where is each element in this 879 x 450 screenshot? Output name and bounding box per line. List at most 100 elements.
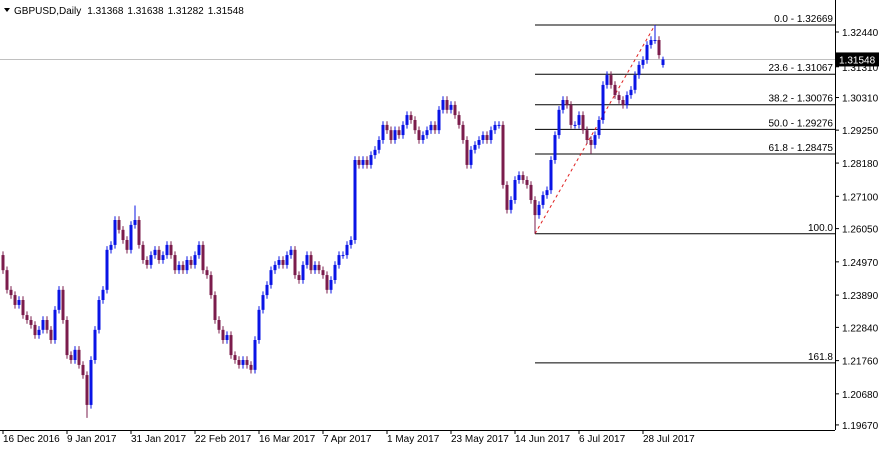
y-tick-label: 1.26050 [842, 225, 879, 236]
candle-body [561, 100, 565, 110]
candle-body [549, 160, 553, 191]
candle-body [157, 249, 161, 260]
candle-body [277, 260, 281, 265]
candle-body [65, 320, 69, 356]
candle-body [625, 95, 629, 105]
candle-body [421, 135, 425, 140]
candle-body [253, 340, 257, 370]
x-tick-label: 22 Feb 2017 [195, 434, 252, 445]
x-tick-label: 16 Dec 2016 [3, 434, 60, 445]
candle-body [393, 130, 397, 140]
candle-body [125, 240, 129, 250]
candle-body [121, 229, 125, 240]
candle-body [661, 59, 665, 65]
candle-body [557, 109, 561, 136]
candle-body [585, 130, 589, 140]
candle-body [529, 184, 533, 200]
candle-body [353, 160, 357, 240]
fib-label: 38.2 - 1.30076 [769, 94, 834, 105]
candle-body [361, 160, 365, 165]
candle-body [485, 135, 489, 140]
candle-body [169, 244, 173, 256]
symbol: GBPUSD,Daily [14, 6, 81, 17]
candle-body [441, 100, 445, 110]
candle-body [593, 135, 597, 145]
candle-body [373, 149, 377, 156]
candle-body [109, 244, 113, 250]
candle-body [657, 40, 661, 56]
candle-body [445, 100, 449, 110]
candle-body [337, 255, 341, 265]
candle-body [613, 84, 617, 96]
candle-body [465, 140, 469, 165]
candle-body [305, 255, 309, 265]
candle-body [389, 130, 393, 140]
candle-body [5, 270, 9, 290]
candle-body [397, 130, 401, 136]
chart-header: GBPUSD,Daily 1.31368 1.31638 1.31282 1.31548 [14, 6, 244, 17]
candle-body [189, 260, 193, 265]
candle-body [425, 130, 429, 136]
candle-body [293, 249, 297, 276]
candle-body [313, 264, 317, 271]
y-tick-label: 1.27100 [842, 192, 879, 203]
candle-body [377, 140, 381, 150]
x-tick-label: 7 Apr 2017 [323, 434, 372, 445]
header-high: 1.31638 [127, 6, 164, 17]
candle-body [25, 315, 29, 320]
candle-body [633, 75, 637, 90]
candle-body [45, 320, 49, 330]
candle-body [309, 255, 313, 271]
candle-body [601, 84, 605, 120]
candle-body [141, 244, 145, 260]
fib-label: 61.8 - 1.28475 [769, 143, 834, 154]
candle-body [417, 130, 421, 140]
candle-body [325, 275, 329, 290]
y-tick-label: 1.30310 [842, 94, 879, 105]
candle-body [153, 249, 157, 256]
candle-body [505, 184, 509, 210]
candle-body [301, 264, 305, 280]
candle-body [81, 364, 85, 376]
candle-body [329, 280, 333, 290]
candle-body [129, 224, 133, 250]
candle-body [405, 115, 409, 125]
candle-body [177, 264, 181, 271]
candle-body [385, 124, 389, 131]
candle-body [501, 124, 505, 185]
candle-body [545, 190, 549, 196]
candle-body [41, 320, 45, 330]
x-tick-label: 1 May 2017 [387, 434, 440, 445]
fib-label: 100.0 [808, 223, 833, 234]
candle-body [605, 75, 609, 85]
candle-body [241, 360, 245, 365]
candle-body [233, 355, 237, 360]
fib-trend-line [534, 24, 656, 235]
candle-body [621, 100, 625, 105]
candle-body [357, 160, 361, 165]
candle-body [509, 200, 513, 210]
y-tick-label: 1.23890 [842, 291, 879, 302]
candle-body [369, 155, 373, 165]
candle-body [57, 289, 61, 310]
last-price-label: 1.31548 [839, 55, 876, 66]
candle-body [597, 120, 601, 136]
candle-body [261, 295, 265, 310]
candle-body [61, 289, 65, 320]
candle-body [201, 244, 205, 271]
y-tick-label: 1.19670 [842, 421, 879, 432]
candle-body [49, 329, 53, 340]
candle-body [537, 204, 541, 216]
candle-body [473, 144, 477, 150]
candle-body [317, 264, 321, 271]
candle-body [17, 300, 21, 305]
candle-body [105, 249, 109, 290]
y-tick-label: 1.21760 [842, 357, 879, 368]
candle-body [197, 244, 201, 256]
candle-body [577, 115, 581, 125]
candle-body [525, 180, 529, 185]
header-open: 1.31368 [87, 6, 124, 17]
candle-body [265, 284, 269, 296]
candle-body [85, 375, 89, 405]
